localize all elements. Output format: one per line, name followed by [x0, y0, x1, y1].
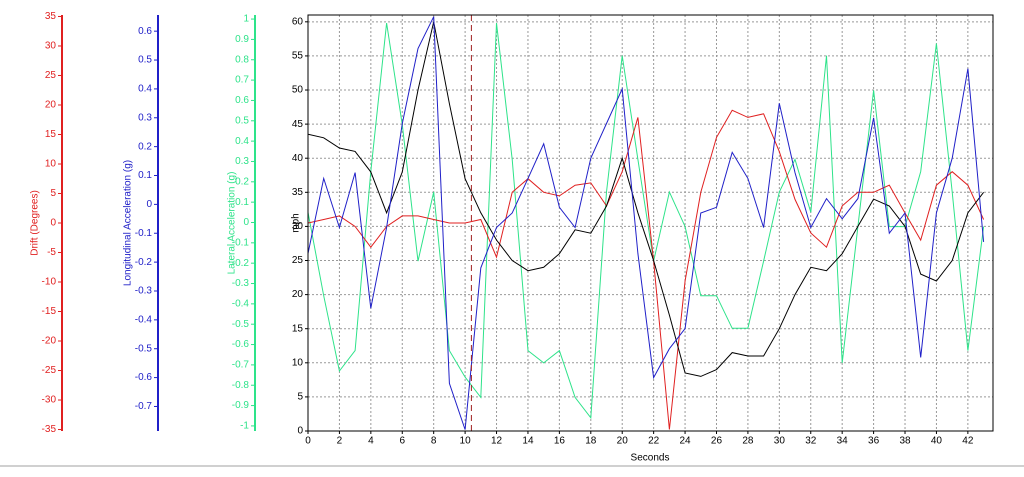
- y-tick-label: 35: [292, 187, 304, 198]
- axis-tick-label: -0.9: [232, 400, 250, 411]
- axis-tick-label: -25: [42, 365, 57, 376]
- axis-tick-label: 15: [45, 129, 57, 140]
- axis-tick-label: -0.1: [232, 237, 250, 248]
- x-tick-label: 6: [399, 436, 405, 447]
- series-line: [308, 23, 985, 420]
- x-tick-label: 42: [962, 436, 974, 447]
- y-tick-label: 60: [292, 16, 304, 27]
- x-axis-label: Seconds: [631, 453, 670, 464]
- axis-tick-label: 0.5: [235, 115, 249, 126]
- y-tick-label: 55: [292, 51, 304, 62]
- axis-tick-label: 0.9: [235, 34, 249, 45]
- axis-tick-label: 10: [45, 159, 57, 170]
- y-tick-label: 25: [292, 255, 304, 266]
- x-tick-label: 32: [805, 436, 817, 447]
- series-line: [308, 21, 984, 377]
- x-tick-label: 26: [711, 436, 723, 447]
- axis-tick-label: -0.2: [232, 258, 250, 269]
- axis-tick-label: 0.5: [138, 55, 152, 66]
- axis-tick-label: 0: [50, 218, 56, 229]
- x-tick-label: 12: [491, 436, 503, 447]
- x-tick-label: 10: [460, 436, 472, 447]
- y-tick-label: 15: [292, 323, 304, 334]
- axis-tick-label: -0.5: [232, 319, 250, 330]
- axis-tick-label: 0.2: [235, 176, 249, 187]
- axis-tick-label: -30: [42, 395, 57, 406]
- series-line: [308, 16, 985, 430]
- x-tick-label: 16: [554, 436, 566, 447]
- axis-tick-label: -0.1: [135, 228, 153, 239]
- axis-tick-label: -0.6: [232, 339, 250, 350]
- plot-lines: [308, 16, 985, 430]
- axis-tick-label: 0.6: [235, 95, 249, 106]
- axis-tick-label: -15: [42, 306, 57, 317]
- y-tick-label: 20: [292, 289, 304, 300]
- axis-tick-label: -35: [42, 424, 57, 435]
- x-tick-label: 30: [774, 436, 786, 447]
- axis-tick-label: 25: [45, 70, 57, 81]
- axis-tick-label: -1: [240, 421, 249, 432]
- axis-tick-label: 5: [50, 188, 56, 199]
- x-tick-label: 2: [337, 436, 343, 447]
- axis-tick-label: 0.8: [235, 54, 249, 65]
- axis-tick-label: -10: [42, 277, 57, 288]
- x-tick-label: 24: [680, 436, 692, 447]
- axis-tick-label: 0.4: [235, 136, 249, 147]
- axis-tick-label: 0.7: [235, 75, 249, 86]
- axis-label: Longitudinal Acceleration (g): [123, 160, 134, 286]
- x-tick-label: 8: [431, 436, 437, 447]
- y-tick-label: 45: [292, 119, 304, 130]
- axis-tick-label: -20: [42, 336, 57, 347]
- axis-tick-label: -0.3: [232, 278, 250, 289]
- axis-tick-label: 0.3: [138, 112, 152, 123]
- axis-tick-label: 0.3: [235, 156, 249, 167]
- axis-tick-label: -0.5: [135, 343, 153, 354]
- x-tick-label: 22: [648, 436, 660, 447]
- x-tick-label: 0: [305, 436, 311, 447]
- axis-tick-label: 0.6: [138, 26, 152, 37]
- x-tick-label: 4: [368, 436, 374, 447]
- axis-tick-label: -0.8: [232, 380, 250, 391]
- axis-tick-label: 0.1: [235, 197, 249, 208]
- axis-tick-label: 0.4: [138, 84, 152, 95]
- axis-tick-label: -0.3: [135, 286, 153, 297]
- y-tick-label: 30: [292, 221, 304, 232]
- axis-tick-label: -5: [47, 247, 56, 258]
- axis-tick-label: -0.7: [135, 401, 153, 412]
- x-tick-label: 28: [742, 436, 754, 447]
- y-axis-label: mph: [291, 213, 302, 232]
- axis-tick-label: -0.7: [232, 360, 250, 371]
- x-tick-label: 18: [585, 436, 597, 447]
- y-tick-label: 0: [297, 426, 303, 437]
- x-tick-label: 38: [899, 436, 911, 447]
- axis-tick-label: 20: [45, 100, 57, 111]
- y-tick-label: 5: [297, 392, 303, 403]
- series-line: [308, 109, 985, 430]
- axis-label: Drift (Degrees): [30, 190, 41, 256]
- axis-tick-label: 0.2: [138, 141, 152, 152]
- x-tick-label: 34: [837, 436, 849, 447]
- axis-tick-label: -0.4: [232, 299, 250, 310]
- axis-tick-label: -0.6: [135, 372, 153, 383]
- x-tick-label: 40: [931, 436, 943, 447]
- axis-tick-label: -0.2: [135, 257, 153, 268]
- y-tick-label: 40: [292, 153, 304, 164]
- axis-label: Lateral Acceleration (g): [227, 172, 238, 275]
- axis-tick-label: 1: [243, 14, 249, 25]
- axis-tick-label: 0: [243, 217, 249, 228]
- axis-tick-label: 30: [45, 41, 57, 52]
- x-tick-label: 36: [868, 436, 880, 447]
- y-tick-label: 50: [292, 85, 304, 96]
- plot-frame: [307, 14, 994, 432]
- axis-tick-label: 0: [146, 199, 152, 210]
- x-tick-label: 20: [617, 436, 629, 447]
- y-tick-label: 10: [292, 357, 304, 368]
- axis-tick-label: 0.1: [138, 170, 152, 181]
- axis-tick-label: -0.4: [135, 314, 153, 325]
- axis-tick-label: 35: [45, 11, 57, 22]
- x-tick-label: 14: [522, 436, 534, 447]
